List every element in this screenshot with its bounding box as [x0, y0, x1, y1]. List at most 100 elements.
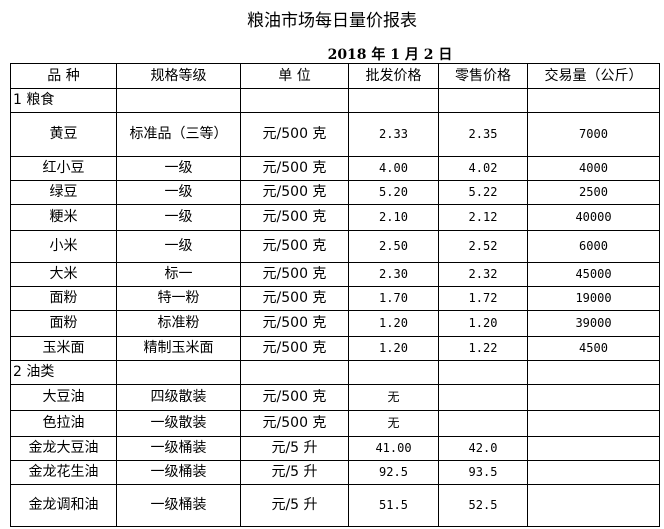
table-row: 粳米 一级 元/500 克 2.10 2.12 40000: [10, 204, 660, 231]
wholesale-cell: 无: [348, 410, 439, 437]
spec-cell: 四级散装: [116, 384, 241, 411]
wholesale-cell: 1.20: [348, 336, 439, 361]
header-cell: 单 位: [240, 63, 349, 89]
retail-cell: [438, 88, 528, 113]
wholesale-cell: 92.5: [348, 460, 439, 485]
retail-cell: 4.02: [438, 156, 528, 181]
name-cell: 金龙调和油: [10, 484, 117, 527]
retail-cell: [438, 384, 528, 411]
volume-cell: 7000: [527, 112, 660, 157]
wholesale-cell: 51.5: [348, 484, 439, 527]
name-cell: 色拉油: [10, 410, 117, 437]
name-cell: 黄豆: [10, 112, 117, 157]
report-date: 2018 年 1 月 2 日: [327, 47, 453, 63]
name-cell: 金龙大豆油: [10, 436, 117, 461]
volume-cell: 6000: [527, 230, 660, 263]
section-row: 1 粮食: [10, 88, 660, 113]
unit-cell: 元/500 克: [240, 410, 349, 437]
name-cell: 粳米: [10, 204, 117, 231]
name-cell: 面粉: [10, 310, 117, 337]
table-row: 红小豆 一级 元/500 克 4.00 4.02 4000: [10, 156, 660, 181]
name-cell: 绿豆: [10, 180, 117, 205]
unit-cell: [240, 88, 349, 113]
spec-cell: 精制玉米面: [116, 336, 241, 361]
wholesale-cell: [348, 360, 439, 385]
table-row: 大米 标一 元/500 克 2.30 2.32 45000: [10, 262, 660, 287]
report-title: 粮油市场每日量价报表: [247, 11, 417, 31]
unit-cell: 元/500 克: [240, 230, 349, 263]
table-row: 面粉 标准粉 元/500 克 1.20 1.20 39000: [10, 310, 660, 337]
wholesale-cell: [348, 88, 439, 113]
table-row: 黄豆 标准品（三等） 元/500 克 2.33 2.35 7000: [10, 112, 660, 157]
spec-cell: 标准品（三等）: [116, 112, 241, 157]
retail-cell: 1.20: [438, 310, 528, 337]
header-cell: 交易量（公斤）: [527, 63, 660, 89]
spec-cell: [116, 360, 241, 385]
wholesale-cell: 无: [348, 384, 439, 411]
volume-cell: 4500: [527, 336, 660, 361]
spec-cell: 标一: [116, 262, 241, 287]
wholesale-cell: 41.00: [348, 436, 439, 461]
unit-cell: 元/500 克: [240, 204, 349, 231]
table-row: 金龙大豆油 一级桶装 元/5 升 41.00 42.0: [10, 436, 660, 461]
wholesale-cell: 2.50: [348, 230, 439, 263]
wholesale-cell: 5.20: [348, 180, 439, 205]
name-cell: 面粉: [10, 286, 117, 311]
table-row: 色拉油 一级散装 元/500 克无: [10, 410, 660, 437]
volume-cell: [527, 384, 660, 411]
wholesale-cell: 2.10: [348, 204, 439, 231]
volume-cell: [527, 88, 660, 113]
unit-cell: 元/500 克: [240, 112, 349, 157]
spec-cell: [116, 88, 241, 113]
unit-cell: 元/5 升: [240, 484, 349, 527]
unit-cell: 元/500 克: [240, 156, 349, 181]
retail-cell: 52.5: [438, 484, 528, 527]
spec-cell: 一级桶装: [116, 484, 241, 527]
unit-cell: [240, 360, 349, 385]
volume-cell: [527, 410, 660, 437]
volume-cell: [527, 436, 660, 461]
wholesale-cell: 1.70: [348, 286, 439, 311]
volume-cell: 45000: [527, 262, 660, 287]
table-row: 金龙花生油 一级桶装 元/5 升 92.5 93.5: [10, 460, 660, 485]
unit-cell: 元/5 升: [240, 460, 349, 485]
volume-cell: 39000: [527, 310, 660, 337]
name-cell: 2 油类: [10, 360, 117, 385]
spec-cell: 特一粉: [116, 286, 241, 311]
volume-cell: 4000: [527, 156, 660, 181]
volume-cell: [527, 460, 660, 485]
table-row: 玉米面 精制玉米面 元/500 克 1.20 1.22 4500: [10, 336, 660, 361]
spec-cell: 一级桶装: [116, 436, 241, 461]
header-cell: 零售价格: [438, 63, 528, 89]
header-cell: 品 种: [10, 63, 117, 89]
volume-cell: [527, 360, 660, 385]
retail-cell: 2.35: [438, 112, 528, 157]
unit-cell: 元/5 升: [240, 436, 349, 461]
table-row: 绿豆 一级 元/500 克 5.20 5.22 2500: [10, 180, 660, 205]
spec-cell: 一级: [116, 204, 241, 231]
unit-cell: 元/500 克: [240, 384, 349, 411]
spec-cell: 一级桶装: [116, 460, 241, 485]
table-row: 小米 一级 元/500 克 2.50 2.52 6000: [10, 230, 660, 263]
spec-cell: 一级: [116, 230, 241, 263]
name-cell: 红小豆: [10, 156, 117, 181]
unit-cell: 元/500 克: [240, 310, 349, 337]
retail-cell: 2.12: [438, 204, 528, 231]
header-cell: 批发价格: [348, 63, 439, 89]
unit-cell: 元/500 克: [240, 180, 349, 205]
name-cell: 玉米面: [10, 336, 117, 361]
table-row: 面粉 特一粉 元/500 克 1.70 1.72 19000: [10, 286, 660, 311]
table-row: 大豆油 四级散装 元/500 克无: [10, 384, 660, 411]
volume-cell: [527, 484, 660, 527]
wholesale-cell: 2.33: [348, 112, 439, 157]
retail-cell: [438, 360, 528, 385]
section-row: 2 油类: [10, 360, 660, 385]
retail-cell: 2.52: [438, 230, 528, 263]
retail-cell: 1.72: [438, 286, 528, 311]
unit-cell: 元/500 克: [240, 286, 349, 311]
name-cell: 小米: [10, 230, 117, 263]
spec-cell: 一级: [116, 180, 241, 205]
volume-cell: 40000: [527, 204, 660, 231]
spec-cell: 一级: [116, 156, 241, 181]
spec-cell: 一级散装: [116, 410, 241, 437]
